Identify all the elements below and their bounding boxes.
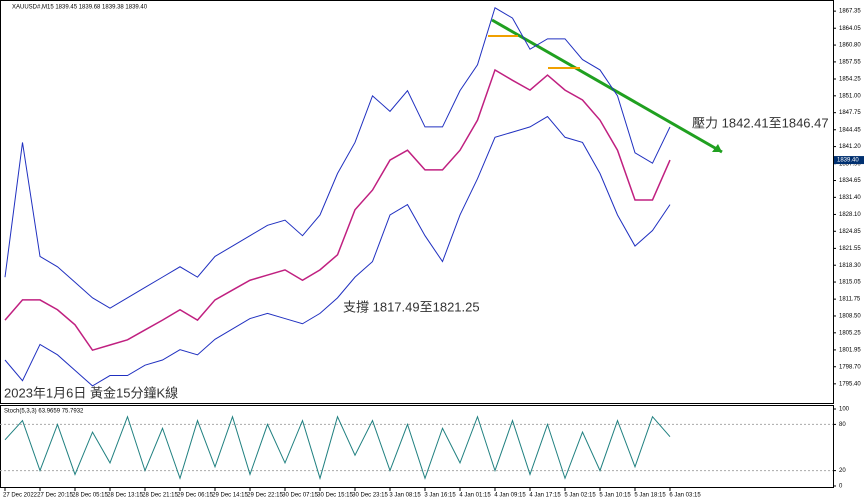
- x-tick-label: 4 Jan 09:15: [494, 493, 526, 499]
- y-tick-label: 1801.95: [839, 347, 861, 353]
- y-tick-label: 1821.55: [839, 246, 861, 252]
- x-tick-label: 30 Dec 07:15: [282, 493, 318, 499]
- x-tick-label: 28 Dec 13:15: [107, 493, 143, 499]
- y-tick-label: 1808.50: [839, 314, 861, 320]
- main-frame: [0, 0, 834, 404]
- resistance-label: 壓力 1842.41至1846.47: [692, 115, 829, 130]
- y-tick-label: 1864.05: [839, 26, 861, 32]
- series-line: [4, 415, 671, 481]
- x-tick-label: 30 Dec 23:15: [352, 493, 388, 499]
- x-tick-label: 28 Dec 21:15: [142, 493, 178, 499]
- y-tick-label: 1828.10: [839, 212, 861, 218]
- price-box: [834, 156, 864, 165]
- y-tick-label: 1841.20: [839, 144, 861, 150]
- y-tick-label: 1854.25: [839, 77, 861, 83]
- y-tick-label: 1844.45: [839, 127, 861, 133]
- x-tick-label: 3 Jan 16:15: [424, 493, 456, 499]
- y-tick-label: 20: [839, 468, 846, 474]
- x-tick-label: 27 Dec 2022: [3, 493, 38, 499]
- y-tick-label: 1860.80: [839, 43, 861, 49]
- x-tick-label: 29 Dec 22:15: [247, 493, 283, 499]
- header: XAUUSD#,M15 1839.45 1839.68 1839.38 1839…: [12, 5, 148, 11]
- x-tick-label: 3 Jan 08:15: [389, 493, 421, 499]
- y-tick-label: 1847.75: [839, 110, 861, 116]
- y-tick-label: 1851.00: [839, 93, 861, 99]
- x-tick-label: 27 Dec 20:15: [37, 493, 73, 499]
- y-tick-label: 1867.35: [839, 9, 861, 15]
- series-line: [4, 68, 671, 352]
- chart-title: 2023年1月6日 黃金15分鐘K線: [4, 385, 178, 400]
- y-tick-label: 1857.55: [839, 59, 861, 65]
- y-tick-label: 1798.70: [839, 364, 861, 370]
- arrow-head: [712, 144, 722, 152]
- y-tick-label: 1834.65: [839, 178, 861, 184]
- stoch-frame: [0, 405, 834, 488]
- y-tick-label: 1837.90: [839, 161, 861, 167]
- x-tick-label: 29 Dec 14:15: [212, 493, 248, 499]
- series-line: [4, 115, 671, 387]
- x-tick-label: 5 Jan 10:15: [599, 493, 631, 499]
- y-tick-label: 1815.05: [839, 280, 861, 286]
- support-label: 支撐 1817.49至1821.25: [343, 299, 480, 314]
- series-line: [4, 7, 671, 309]
- x-tick-label: 4 Jan 01:15: [459, 493, 491, 499]
- trend-line: [491, 18, 723, 154]
- y-tick-label: 100: [839, 407, 850, 413]
- x-tick-label: 30 Dec 15:15: [317, 493, 353, 499]
- x-tick-label: 28 Dec 05:15: [72, 493, 108, 499]
- y-tick-label: 1824.85: [839, 229, 861, 235]
- y-tick-label: 1831.40: [839, 195, 861, 201]
- y-tick-label: 1805.25: [839, 330, 861, 336]
- x-tick-label: 5 Jan 18:15: [634, 493, 666, 499]
- y-tick-label: 1811.75: [839, 297, 861, 303]
- x-tick-label: 6 Jan 03:15: [669, 493, 701, 499]
- y-tick-label: 1818.30: [839, 263, 861, 269]
- y-tick-label: 80: [839, 422, 846, 428]
- x-tick-label: 4 Jan 17:15: [529, 493, 561, 499]
- y-tick-label: 1795.40: [839, 381, 861, 387]
- y-tick-label: 0: [839, 484, 843, 490]
- x-tick-label: 29 Dec 06:15: [177, 493, 213, 499]
- stoch-title: Stoch(5,3,3) 63.9659 75.7932: [4, 409, 84, 415]
- price-label: 1839.40: [837, 158, 859, 164]
- x-tick-label: 5 Jan 02:15: [564, 493, 596, 499]
